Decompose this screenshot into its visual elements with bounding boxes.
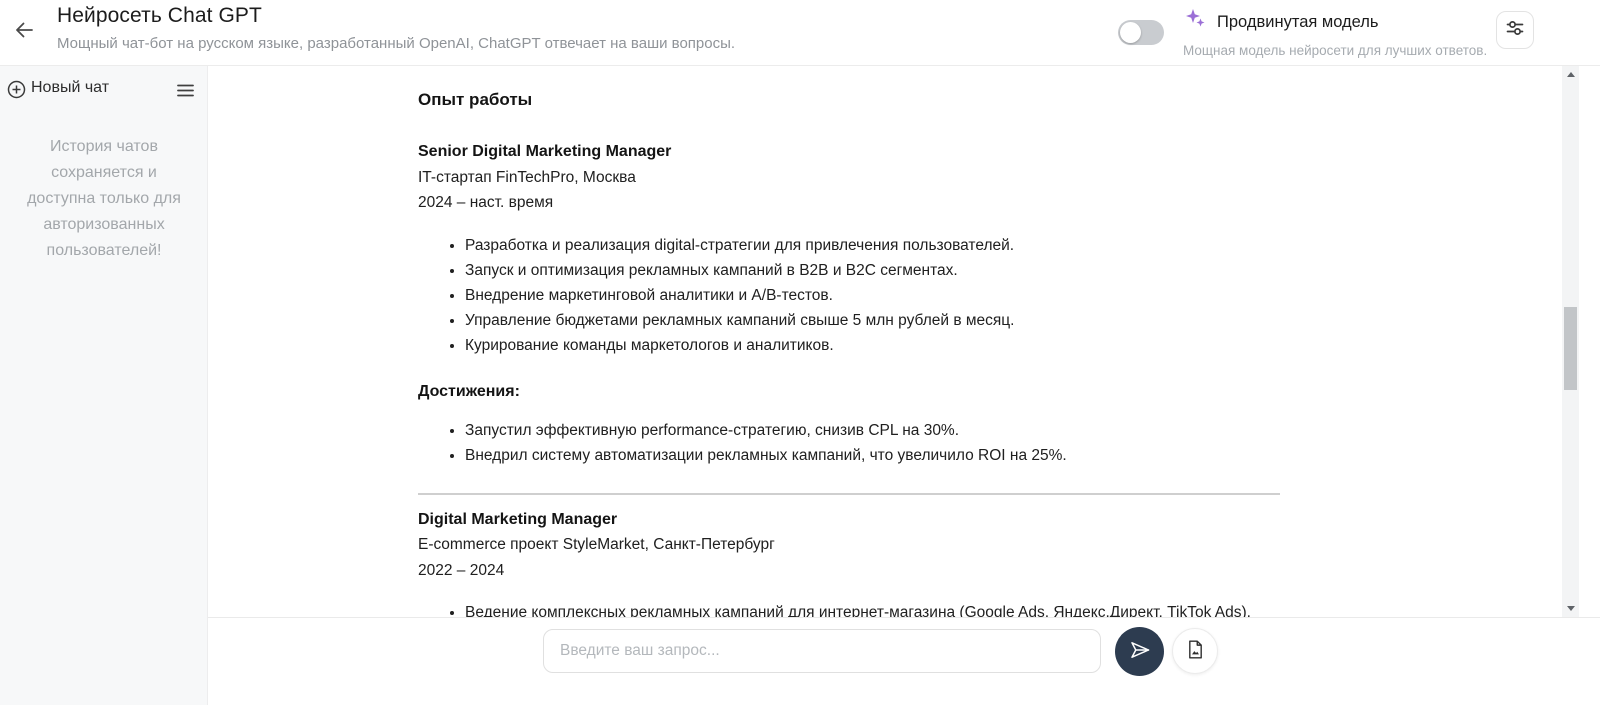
- header: Нейросеть Chat GPT Мощный чат-бот на рус…: [0, 0, 1600, 66]
- back-arrow-icon: [12, 18, 36, 47]
- new-chat-label: Новый чат: [31, 79, 110, 96]
- new-chat-button[interactable]: Новый чат: [0, 66, 207, 112]
- page-title: Нейросеть Chat GPT: [57, 4, 262, 27]
- list-item: Управление бюджетами рекламных кампаний …: [465, 308, 1280, 333]
- send-button[interactable]: [1115, 627, 1164, 676]
- chat-message-area: Опыт работы Senior Digital Marketing Man…: [208, 66, 1600, 617]
- advanced-model-toggle[interactable]: [1118, 20, 1164, 45]
- composer-bar: [208, 617, 1600, 705]
- list-item: Ведение комплексных рекламных кампаний д…: [465, 600, 1280, 617]
- list-item: Внедрение маркетинговой аналитики и A/B-…: [465, 283, 1280, 308]
- job-company: IT-стартап FinTechPro, Москва: [418, 168, 636, 186]
- job-duties-list: Ведение комплексных рекламных кампаний д…: [418, 600, 1280, 617]
- list-item: Разработка и реализация digital-стратеги…: [465, 233, 1280, 258]
- vertical-scrollbar[interactable]: [1562, 66, 1579, 617]
- scroll-up-arrow[interactable]: [1562, 67, 1579, 82]
- sliders-icon: [1504, 17, 1526, 44]
- advanced-model-block: Продвинутая модель Мощная модель нейросе…: [1183, 7, 1487, 58]
- job-title: Senior Digital Marketing Manager: [418, 143, 672, 160]
- job-duties-list: Разработка и реализация digital-стратеги…: [418, 233, 1280, 359]
- job-period: 2024 – наст. время: [418, 194, 554, 211]
- history-notice: История чатов сохраняется и доступна тол…: [27, 138, 181, 259]
- job-company: E-commerce проект StyleMarket, Санкт-Пет…: [418, 536, 775, 554]
- sidebar: Новый чат История чатов сохраняется и до…: [0, 66, 208, 705]
- achievements-list: Запустил эффективную performance-стратег…: [418, 418, 1280, 468]
- plus-circle-icon: [7, 80, 26, 104]
- achievements-label: Достижения:: [418, 382, 520, 400]
- advanced-model-description: Мощная модель нейросети для лучших ответ…: [1183, 43, 1488, 58]
- chat-input[interactable]: [543, 629, 1101, 673]
- list-item: Запуск и оптимизация рекламных кампаний …: [465, 258, 1280, 283]
- divider: [418, 492, 1280, 495]
- scrollbar-thumb[interactable]: [1564, 307, 1577, 390]
- document-image-icon: [1185, 639, 1206, 663]
- job-period: 2022 – 2024: [418, 561, 505, 579]
- list-item: Внедрил систему автоматизации рекламных …: [465, 443, 1280, 468]
- page-subtitle: Мощный чат-бот на русском языке, разрабо…: [57, 35, 736, 52]
- paper-plane-icon: [1128, 638, 1152, 665]
- hamburger-menu-icon[interactable]: [174, 79, 196, 101]
- resume-section-title: Опыт работы: [418, 90, 533, 109]
- scroll-down-arrow[interactable]: [1562, 601, 1579, 616]
- back-button[interactable]: [8, 16, 40, 48]
- sparkles-icon: [1183, 7, 1209, 38]
- list-item: Запустил эффективную performance-стратег…: [465, 418, 1280, 443]
- advanced-model-label: Продвинутая модель: [1217, 13, 1379, 31]
- export-document-button[interactable]: [1172, 628, 1218, 674]
- settings-button[interactable]: [1496, 11, 1534, 49]
- toggle-knob: [1120, 22, 1141, 43]
- list-item: Курирование команды маркетологов и анали…: [465, 333, 1280, 358]
- assistant-message: Опыт работы Senior Digital Marketing Man…: [418, 90, 1280, 617]
- job-title: Digital Marketing Manager: [418, 510, 618, 528]
